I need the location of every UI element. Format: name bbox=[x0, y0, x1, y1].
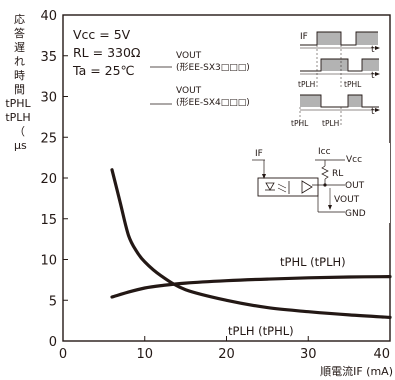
x-tick-label: 40 bbox=[373, 347, 390, 362]
y-axis-label-line: tPHL bbox=[5, 97, 31, 110]
series-label-tphl: tPHL (tPLH) bbox=[280, 255, 346, 269]
circuit-gnd-label: GND bbox=[345, 209, 366, 219]
vout-1-label: VOUT bbox=[176, 51, 202, 61]
circuit-rl-label: RL bbox=[332, 169, 343, 179]
y-tick-label: 5 bbox=[49, 294, 57, 309]
tplh-marker-1: tPLH bbox=[298, 80, 315, 89]
series-label-tplh: tPLH (tPHL) bbox=[228, 324, 294, 338]
y-tick-label: 30 bbox=[40, 91, 57, 106]
condition-vcc: Vcc = 5V bbox=[73, 27, 131, 42]
if-wave-label: IF bbox=[300, 32, 308, 42]
y-axis-label-line: 遅 bbox=[14, 41, 25, 54]
t-axis-label-2: t bbox=[371, 71, 375, 81]
tplh-marker-2: tPLH bbox=[322, 119, 339, 128]
timing-diagram-inset: VOUT (形EE-SX3□□□) VOUT (形EE-SX4□□□) IF t… bbox=[150, 27, 382, 132]
y-axis-label-line: （ bbox=[14, 125, 25, 138]
vout-2-label: VOUT bbox=[176, 86, 202, 96]
y-axis-label-line: 応 bbox=[14, 12, 25, 26]
y-axis-label-line: 間 bbox=[14, 83, 25, 96]
vout-1-model: (形EE-SX3□□□) bbox=[176, 61, 250, 73]
y-tick-label: 15 bbox=[40, 213, 57, 228]
y-axis-label-line: 答 bbox=[14, 26, 25, 40]
vout-2-model: (形EE-SX4□□□) bbox=[176, 96, 250, 108]
y-tick-label: 25 bbox=[40, 131, 57, 146]
x-axis-label: 順電流IF (mA) bbox=[320, 364, 393, 378]
circuit-icc-label: Icc bbox=[318, 147, 331, 157]
y-tick-label: 20 bbox=[40, 172, 57, 187]
y-axis-label-line: 時 bbox=[14, 69, 25, 82]
series-line-tplh bbox=[110, 168, 392, 319]
x-tick-label: 30 bbox=[300, 347, 317, 362]
x-tick-label: 20 bbox=[218, 347, 235, 362]
y-axis-label-line: μs bbox=[14, 139, 27, 152]
y-tick-label: 40 bbox=[40, 9, 57, 24]
circuit-vout-label: VOUT bbox=[334, 195, 360, 205]
circuit-diagram-inset: IF Icc Vcc RL OUT VOUT GND bbox=[245, 143, 390, 223]
y-tick-label: 35 bbox=[40, 50, 57, 65]
t-axis-label-1: t bbox=[371, 45, 375, 55]
y-axis-label-line: tPLH bbox=[5, 111, 30, 124]
circuit-out-label: OUT bbox=[345, 181, 365, 191]
tphl-marker-2: tPHL bbox=[291, 119, 309, 128]
condition-ta: Ta = 25℃ bbox=[72, 63, 135, 78]
circuit-vcc-label: Vcc bbox=[346, 155, 362, 165]
circuit-if-label: IF bbox=[255, 149, 263, 159]
x-tick-label: 0 bbox=[59, 347, 67, 362]
y-tick-label: 10 bbox=[40, 254, 57, 269]
x-tick-label: 10 bbox=[136, 347, 153, 362]
y-tick-label: 0 bbox=[49, 335, 57, 350]
series-line-tphl bbox=[110, 275, 392, 299]
tphl-marker-1: tPHL bbox=[344, 80, 362, 89]
t-axis-label-3: t bbox=[371, 107, 375, 117]
y-axis-label-line: れ bbox=[14, 55, 25, 68]
condition-rl: RL = 330Ω bbox=[73, 45, 141, 60]
